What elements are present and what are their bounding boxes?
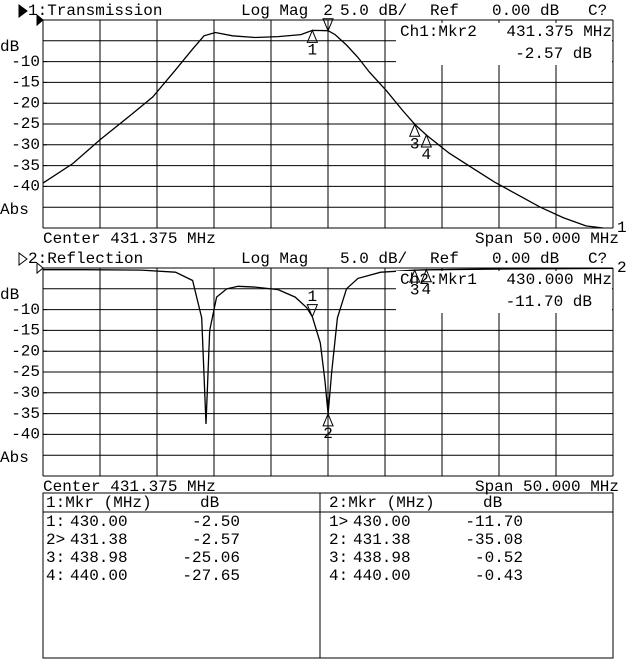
- marker: [322, 18, 334, 32]
- readout-bg: [396, 23, 612, 65]
- table-header: 2:Mkr (MHz): [329, 494, 435, 512]
- status: C?: [588, 2, 607, 20]
- y-tick-label: -15: [11, 74, 40, 92]
- marker-db: -25.06: [182, 549, 240, 567]
- marker-db: -2.57: [192, 531, 240, 549]
- ref-value: 0.00 dB: [492, 2, 559, 20]
- marker-freq: 438.98: [353, 549, 411, 567]
- y-tick-label: -10: [11, 301, 40, 319]
- center-label: Center 431.375 MHz: [43, 230, 216, 248]
- marker-table-box: [42, 492, 614, 659]
- y-tick-label: -25: [11, 115, 40, 133]
- y-format: Abs: [0, 201, 29, 219]
- readout-value: -11.70 dB: [506, 293, 592, 311]
- readout-bg: [396, 271, 612, 313]
- marker-freq: 431.38: [70, 531, 128, 549]
- format: Log Mag: [241, 2, 308, 20]
- y-tick-label: -35: [11, 405, 40, 423]
- marker-db: -2.50: [192, 513, 240, 531]
- marker-db: -27.65: [182, 567, 240, 585]
- marker: [408, 122, 421, 137]
- readout-freq: 430.000 MHz: [506, 271, 612, 289]
- marker-id: 1:: [46, 513, 65, 531]
- y-tick-label: -40: [11, 178, 40, 196]
- marker-id: 1>: [329, 513, 348, 531]
- ref-marker: 1: [617, 219, 627, 237]
- y-tick-label: -40: [11, 426, 40, 444]
- y-tick-label: -15: [11, 322, 40, 340]
- marker-label: 3: [410, 281, 420, 299]
- readout-freq: 431.375 MHz: [506, 23, 612, 41]
- y-tick-label: -30: [11, 136, 40, 154]
- marker-freq: 430.00: [70, 513, 128, 531]
- marker-id: 4:: [46, 567, 65, 585]
- marker-label: 2: [323, 425, 333, 443]
- marker: [420, 268, 433, 283]
- ref-label: Ref: [430, 2, 459, 20]
- table-header: dB: [200, 494, 219, 512]
- y-tick-label: -25: [11, 363, 40, 381]
- readout-title: Ch1:Mkr2: [400, 23, 477, 41]
- marker-id: 4:: [329, 567, 348, 585]
- marker-db: -0.52: [475, 549, 523, 567]
- y-tick-label: -20: [11, 342, 40, 360]
- marker-freq: 430.00: [353, 513, 411, 531]
- marker-id: 3:: [46, 549, 65, 567]
- trace: [42, 29, 604, 229]
- readout-title: Ch2:Mkr1: [400, 271, 477, 289]
- marker-freq: 431.38: [353, 531, 411, 549]
- ref-value: 0.00 dB: [492, 250, 559, 268]
- marker-db: -11.70: [465, 513, 523, 531]
- y-tick-label: -10: [11, 53, 40, 71]
- marker: [306, 304, 319, 318]
- ref-label: Ref: [430, 250, 459, 268]
- trace-title: 2:Reflection: [28, 250, 143, 268]
- trace: [43, 267, 614, 425]
- scale: 5.0 dB/: [340, 250, 407, 268]
- y-tick-label: -20: [11, 94, 40, 112]
- table-header: 1:Mkr (MHz): [46, 494, 152, 512]
- y-unit: dB: [0, 286, 19, 304]
- span-label: Span 50.000 MHz: [475, 478, 619, 496]
- channel-indicator: [18, 252, 28, 266]
- marker-id: 2>: [46, 531, 65, 549]
- ref-indicator: [36, 261, 44, 275]
- y-tick-label: -35: [11, 157, 40, 175]
- y-unit: dB: [0, 38, 19, 56]
- ref-indicator: [36, 13, 44, 27]
- marker-freq: 438.98: [70, 549, 128, 567]
- marker-id: 2:: [329, 531, 348, 549]
- center-label: Center 431.375 MHz: [43, 478, 216, 496]
- marker-label: 1: [308, 42, 318, 60]
- marker: [322, 412, 334, 427]
- marker-freq: 440.00: [70, 567, 128, 585]
- y-tick-label: -30: [11, 384, 40, 402]
- format: Log Mag: [241, 250, 308, 268]
- marker: [420, 133, 433, 148]
- marker-db: -35.08: [465, 531, 523, 549]
- y-format: Abs: [0, 449, 29, 467]
- marker-id: 3:: [329, 549, 348, 567]
- marker-db: -0.43: [475, 567, 523, 585]
- marker-freq: 440.00: [353, 567, 411, 585]
- marker-label: 2: [323, 2, 333, 20]
- table-header: dB: [483, 494, 502, 512]
- span-label: Span 50.000 MHz: [475, 230, 619, 248]
- marker-label: 1: [308, 288, 318, 306]
- ref-marker: 2: [617, 259, 627, 277]
- marker: [408, 268, 421, 283]
- trace-title: 1:Transmission: [28, 2, 162, 20]
- readout-value: -2.57 dB: [515, 45, 592, 63]
- marker-label: 4: [422, 281, 432, 299]
- marker-label: 3: [410, 135, 420, 153]
- marker-label: 4: [422, 146, 432, 164]
- status: C?: [588, 250, 607, 268]
- scale: 5.0 dB/: [340, 2, 407, 20]
- marker: [306, 29, 319, 43]
- channel-indicator: [18, 4, 28, 18]
